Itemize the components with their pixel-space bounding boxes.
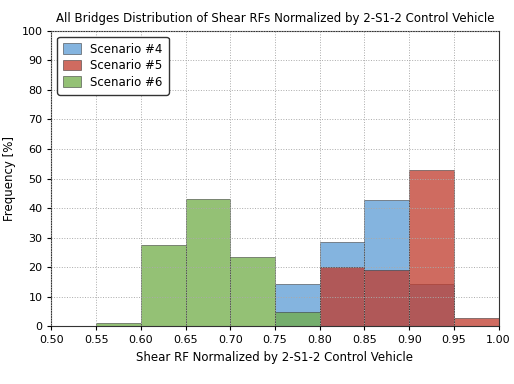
Bar: [409, 170, 454, 326]
Bar: [454, 318, 499, 326]
Bar: [275, 284, 320, 326]
Bar: [320, 242, 364, 326]
Bar: [364, 270, 409, 326]
Title: All Bridges Distribution of Shear RFs Normalized by 2-S1-2 Control Vehicle: All Bridges Distribution of Shear RFs No…: [56, 12, 494, 25]
Bar: [186, 199, 230, 326]
Legend: Scenario #4, Scenario #5, Scenario #6: Scenario #4, Scenario #5, Scenario #6: [57, 36, 169, 94]
Bar: [320, 267, 364, 326]
Bar: [141, 245, 186, 326]
Bar: [409, 284, 454, 326]
Bar: [275, 312, 320, 326]
Bar: [96, 323, 141, 326]
X-axis label: Shear RF Normalized by 2-S1-2 Control Vehicle: Shear RF Normalized by 2-S1-2 Control Ve…: [137, 351, 413, 364]
Y-axis label: Frequency [%]: Frequency [%]: [3, 136, 16, 221]
Bar: [230, 257, 275, 326]
Bar: [364, 200, 409, 326]
